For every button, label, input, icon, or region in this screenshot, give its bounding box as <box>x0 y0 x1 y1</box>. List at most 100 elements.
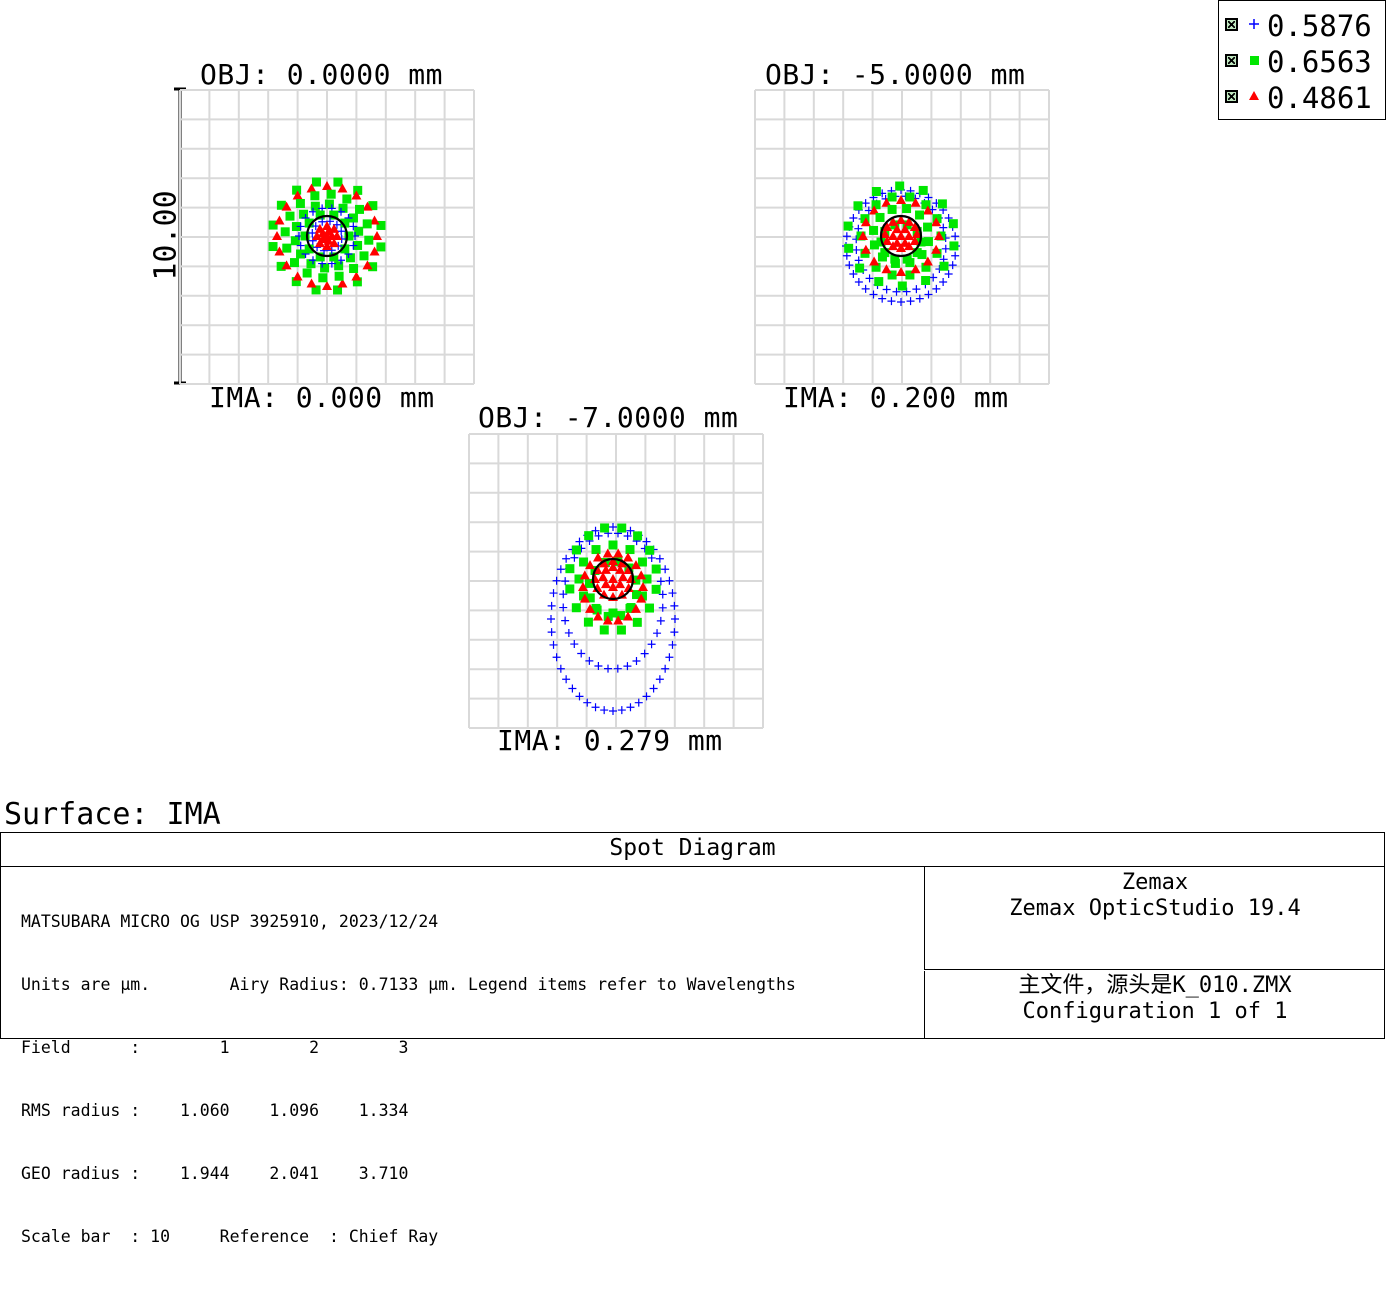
ray-point <box>644 603 654 613</box>
ray-point <box>599 625 609 635</box>
ray-point <box>285 211 295 221</box>
ray-point <box>939 223 948 232</box>
legend: 0.5876 0.6563 0.4861 <box>1218 0 1386 120</box>
ray-point <box>318 273 328 283</box>
ray-point <box>861 199 870 208</box>
spot-plot-field-1 <box>179 89 475 385</box>
ray-point <box>918 185 928 195</box>
ray-point <box>626 603 636 613</box>
ray-point <box>351 271 362 281</box>
ray-point <box>274 246 285 256</box>
triangle-icon <box>1249 91 1259 100</box>
ray-point <box>334 271 344 281</box>
ray-point <box>892 287 901 296</box>
ray-point <box>312 231 322 240</box>
ray-point <box>351 190 362 200</box>
info-line: Scale bar : 10 Reference : Chief Ray <box>21 1227 439 1246</box>
ray-point <box>854 256 863 265</box>
ray-point <box>340 244 350 254</box>
ray-point <box>310 191 320 201</box>
ray-point <box>625 545 635 555</box>
ray-point <box>904 216 914 226</box>
ray-point <box>905 192 915 202</box>
ray-point <box>570 553 579 562</box>
ray-point <box>608 540 618 550</box>
company-name: Zemax <box>1121 870 1189 895</box>
ray-point <box>608 562 618 571</box>
ray-point <box>904 231 914 240</box>
ray-point <box>609 707 617 715</box>
ray-point <box>585 560 596 570</box>
ray-point <box>585 603 596 613</box>
ray-point <box>324 199 334 209</box>
ray-point <box>623 552 633 562</box>
ray-point <box>858 231 868 240</box>
ray-point <box>353 185 363 195</box>
ray-point <box>878 294 887 303</box>
ray-point <box>630 560 641 570</box>
ray-point <box>608 574 618 583</box>
ray-point <box>613 557 623 567</box>
ray-point <box>892 237 902 247</box>
ray-point <box>561 577 570 586</box>
product-name: Zemax OpticStudio 19.4 <box>1009 896 1301 921</box>
ray-point <box>915 294 924 303</box>
ray-point <box>575 537 584 546</box>
ray-point <box>585 593 595 603</box>
ray-point <box>917 250 927 260</box>
ray-point <box>315 252 325 262</box>
ray-point <box>600 579 611 589</box>
ray-point <box>888 231 898 240</box>
ray-point <box>309 207 317 216</box>
ray-point <box>651 584 661 594</box>
ray-point <box>617 706 626 715</box>
plot-1-title: OBJ: 0.0000 mm <box>200 58 444 91</box>
ray-point <box>290 236 300 246</box>
ray-point <box>852 245 861 254</box>
ray-point <box>922 205 933 215</box>
ray-point <box>327 246 336 255</box>
ray-point <box>583 617 593 627</box>
ray-point <box>902 204 912 214</box>
ray-point <box>921 262 931 272</box>
ray-point <box>340 218 350 228</box>
ray-point <box>632 657 641 666</box>
ray-point <box>325 217 334 226</box>
ray-point <box>949 241 959 251</box>
ray-point <box>897 281 907 291</box>
ray-point <box>626 703 635 712</box>
ray-point <box>869 225 879 235</box>
ray-point <box>882 236 893 245</box>
ray-point <box>902 254 912 264</box>
ray-point <box>584 531 594 541</box>
config-label: Configuration 1 of 1 <box>1022 999 1288 1024</box>
ray-point <box>642 692 651 701</box>
ray-point <box>299 209 309 219</box>
ray-point <box>591 545 601 555</box>
checkbox-icon[interactable] <box>1225 54 1238 67</box>
ray-point <box>564 628 573 637</box>
ray-point <box>626 526 635 535</box>
ray-point <box>352 277 362 287</box>
checkbox-icon[interactable] <box>1225 90 1238 103</box>
ray-point <box>658 603 667 612</box>
ray-point <box>932 284 941 293</box>
ray-point <box>274 215 285 225</box>
ray-point <box>656 616 665 625</box>
ray-point <box>276 200 286 210</box>
ray-point <box>282 243 292 253</box>
info-line: Field : 1 2 3 <box>21 1038 409 1057</box>
ray-point <box>661 565 670 574</box>
ray-point <box>642 574 652 584</box>
ray-point <box>575 692 584 701</box>
ray-point <box>608 556 618 565</box>
ray-point <box>944 214 953 222</box>
checkbox-icon[interactable] <box>1225 18 1238 31</box>
ray-point <box>547 601 556 610</box>
ray-point <box>572 545 582 555</box>
ray-point <box>579 557 589 567</box>
ray-point <box>634 698 643 707</box>
ray-point <box>623 662 632 671</box>
ray-point <box>302 268 312 278</box>
plus-icon <box>1249 19 1259 29</box>
